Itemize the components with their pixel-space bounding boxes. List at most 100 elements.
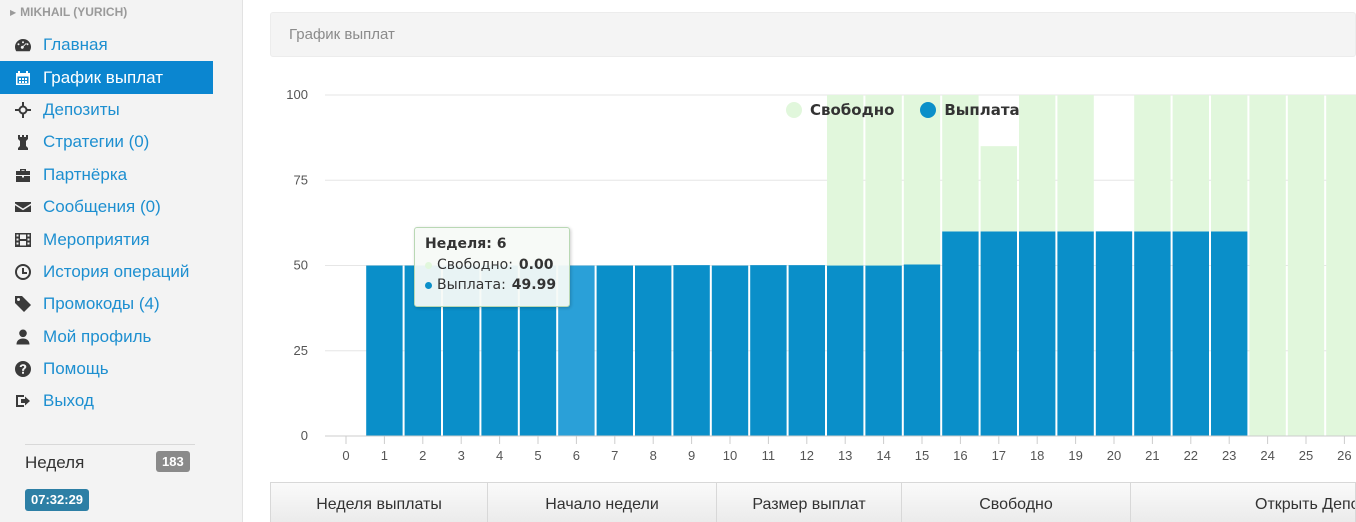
sidebar-item-label: Мероприятия: [43, 229, 150, 249]
x-tick-label: 24: [1260, 448, 1274, 463]
payout-bar: [942, 231, 979, 436]
clock-icon: [13, 263, 33, 281]
payout-bar: [1057, 231, 1094, 436]
x-tick-label: 6: [573, 448, 580, 463]
tooltip-row-payout: Выплата: 49.99: [425, 275, 559, 295]
y-tick-label: 25: [294, 343, 308, 358]
column-header-free[interactable]: Свободно: [902, 483, 1131, 522]
column-header-payout-size[interactable]: Размер выплат: [717, 483, 902, 522]
payout-bar: [635, 265, 672, 436]
x-tick-label: 18: [1030, 448, 1044, 463]
tooltip-payout-value: 49.99: [511, 277, 557, 293]
x-tick-label: 12: [800, 448, 814, 463]
week-label: Неделя: [25, 453, 85, 472]
tooltip-free-label: Свободно:: [437, 257, 513, 273]
sidebar-item-label: Главная: [43, 35, 108, 55]
payout-bar: [865, 265, 902, 436]
sidebar-item-label: График выплат: [43, 67, 164, 87]
week-number-badge: 183: [156, 451, 190, 472]
caret-right-icon: ▶: [10, 8, 17, 17]
clock-badge: 07:32:29: [25, 489, 90, 511]
column-header-open-deposit[interactable]: Открыть Депо: [1131, 483, 1355, 522]
free-bar: [1211, 95, 1248, 232]
x-tick-label: 14: [876, 448, 890, 463]
envelope-icon: [13, 198, 33, 216]
free-bar: [1134, 95, 1171, 232]
logout-icon: [13, 392, 33, 410]
sidebar: ▶ MIKHAIL (YURICH) Главная График выплат Де…: [0, 0, 243, 522]
sidebar-item-help[interactable]: Помощь: [0, 353, 213, 385]
payout-bar: [596, 265, 633, 436]
free-bar: [1019, 95, 1056, 232]
tag-icon: [13, 295, 33, 313]
sidebar-item-label: Сообщения (0): [43, 197, 161, 217]
payout-bar: [750, 265, 787, 436]
column-header-payout-week[interactable]: Неделя выплаты: [271, 483, 488, 522]
chart-legend: Свободно Выплата: [786, 101, 1046, 119]
sidebar-item-label: Помощь: [43, 359, 109, 379]
sidebar-item-strategies[interactable]: Стратегии (0): [0, 126, 213, 158]
legend-item-payout[interactable]: Выплата: [920, 101, 1020, 119]
dashboard-icon: [13, 36, 33, 54]
x-tick-label: 25: [1299, 448, 1313, 463]
chess-rook-icon: [13, 133, 33, 151]
sidebar-item-history[interactable]: История операций: [0, 256, 213, 288]
free-bar: [865, 95, 902, 266]
payout-bar: [980, 231, 1017, 436]
user-icon: [13, 328, 33, 346]
user-menu[interactable]: ▶ MIKHAIL (YURICH): [10, 5, 127, 19]
sidebar-item-label: История операций: [43, 261, 190, 281]
legend-dot-payout: [920, 102, 937, 118]
free-bar: [1172, 95, 1209, 232]
film-icon: [13, 231, 33, 249]
column-header-week-start[interactable]: Начало недели: [488, 483, 717, 522]
sidebar-item-promocodes[interactable]: Промокоды (4): [0, 288, 213, 320]
tooltip-title: Неделя: 6: [425, 236, 507, 252]
panel-header: График выплат: [270, 12, 1356, 57]
user-name: MIKHAIL (YURICH): [20, 5, 128, 19]
sidebar-item-profile[interactable]: Мой профиль: [0, 321, 213, 353]
payout-bar: [711, 265, 749, 436]
question-icon: [13, 360, 33, 378]
free-bar: [827, 95, 864, 266]
sidebar-item-home[interactable]: Главная: [0, 29, 213, 61]
sidebar-item-partners[interactable]: Партнёрка: [0, 159, 213, 191]
x-tick-label: 4: [496, 448, 503, 463]
x-tick-label: 2: [419, 448, 426, 463]
payout-bar: [1172, 231, 1209, 436]
free-bar: [980, 146, 1017, 232]
x-tick-label: 10: [723, 448, 737, 463]
sidebar-item-messages[interactable]: Сообщения (0): [0, 191, 213, 223]
sidebar-item-label: Депозиты: [43, 99, 120, 119]
sidebar-item-logout[interactable]: Выход: [0, 385, 213, 417]
x-tick-label: 7: [611, 448, 618, 463]
tooltip-dot-free: [425, 261, 432, 269]
free-bar: [1249, 95, 1286, 436]
y-tick-label: 75: [294, 172, 308, 187]
payout-bar: [673, 265, 710, 436]
x-tick-label: 17: [992, 448, 1006, 463]
free-bar: [942, 95, 979, 232]
sidebar-item-payout-schedule[interactable]: График выплат: [0, 61, 213, 94]
sidebar-item-label: Стратегии (0): [43, 132, 150, 152]
payout-table-header: Неделя выплаты Начало недели Размер выпл…: [270, 482, 1356, 522]
sidebar-divider: [25, 444, 195, 445]
legend-dot-free: [786, 102, 802, 118]
sidebar-item-label: Партнёрка: [43, 164, 128, 184]
sidebar-item-deposits[interactable]: Депозиты: [0, 94, 213, 126]
x-tick-label: 26: [1337, 448, 1351, 463]
legend-label-payout: Выплата: [944, 101, 1020, 119]
sidebar-item-label: Выход: [43, 391, 94, 411]
x-tick-label: 20: [1107, 448, 1121, 463]
payout-bar: [1211, 231, 1248, 436]
y-tick-label: 100: [286, 87, 308, 102]
sidebar-item-label: Мой профиль: [43, 326, 152, 346]
tooltip-row-free: Свободно: 0.00: [425, 255, 559, 275]
sidebar-item-events[interactable]: Мероприятия: [0, 223, 213, 255]
x-tick-label: 22: [1184, 448, 1198, 463]
legend-label-free: Свободно: [810, 101, 895, 119]
payout-bar: [827, 265, 864, 436]
x-tick-label: 23: [1222, 448, 1236, 463]
x-tick-label: 11: [762, 448, 776, 463]
legend-item-free[interactable]: Свободно: [786, 101, 894, 119]
